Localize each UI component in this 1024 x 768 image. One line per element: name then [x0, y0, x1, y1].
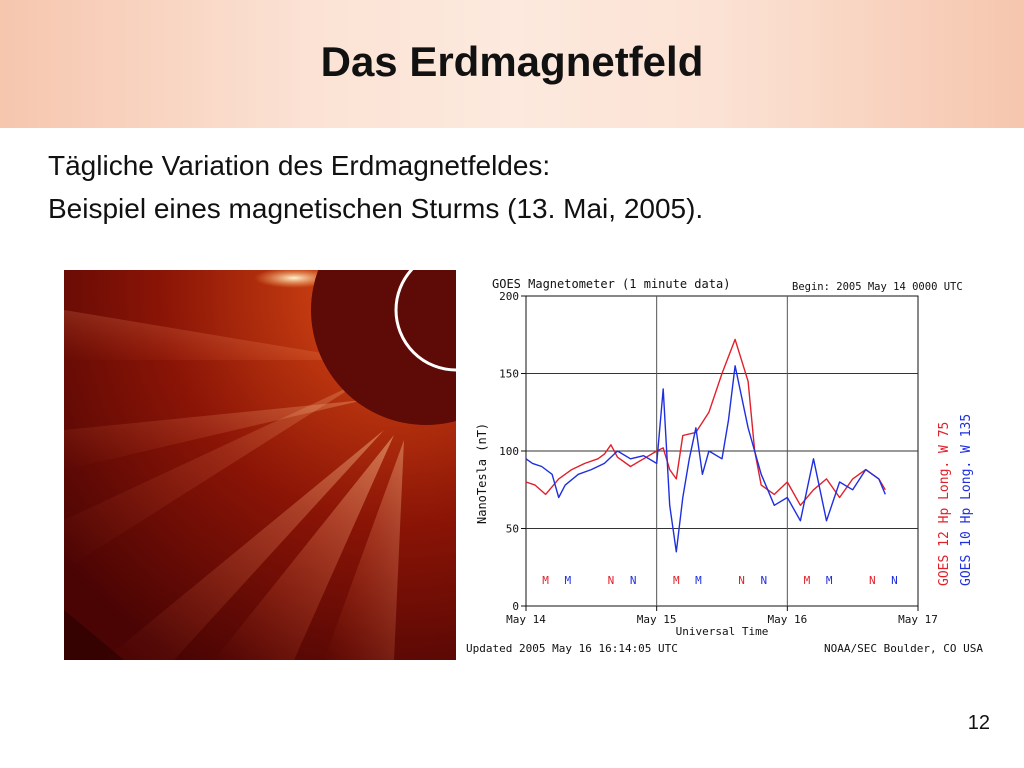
data-series: [525, 338, 886, 553]
legend-entry: GOES 10 Hp Long. W 135: [959, 414, 974, 586]
y-tick-label: 50: [506, 523, 519, 536]
occulting-disk: [311, 270, 456, 425]
time-marker: N: [869, 574, 876, 587]
slide-title: Das Erdmagnetfeld: [320, 38, 704, 85]
y-axis-label: NanoTesla (nT): [475, 423, 489, 524]
legend: GOES 12 Hp Long. W 75 GOES 10 Hp Long. W …: [937, 414, 974, 586]
chart-begin-label: Begin: 2005 May 14 0000 UTC: [792, 281, 963, 293]
y-tick-label: 200: [499, 290, 519, 303]
x-axis-label: Universal Time: [676, 625, 769, 638]
coronagraph-image: [64, 270, 456, 660]
goes-magnetometer-chart: GOES Magnetometer (1 minute data) Begin:…: [456, 262, 996, 662]
source-label: NOAA/SEC Boulder, CO USA: [824, 642, 983, 655]
title-banner: [0, 0, 1024, 128]
series-line: [525, 365, 886, 553]
time-marker: N: [738, 574, 745, 587]
time-marker: N: [608, 574, 615, 587]
legend-entry: GOES 12 Hp Long. W 75: [937, 422, 952, 586]
page-number: 12: [967, 712, 990, 734]
y-tick-label: 150: [499, 368, 519, 381]
bright-limb: [254, 270, 334, 288]
chart-title: GOES Magnetometer (1 minute data): [492, 277, 730, 291]
coronal-rays: [64, 310, 404, 660]
x-tick-label: May 14: [506, 613, 546, 626]
time-marker: M: [565, 574, 572, 587]
x-tick-labels: May 14 May 15 May 16 May 17: [506, 606, 938, 626]
updated-label: Updated 2005 May 16 16:14:05 UTC: [466, 642, 678, 655]
time-marker: N: [630, 574, 637, 587]
x-tick-label: May 16: [767, 613, 807, 626]
time-marker: M: [542, 574, 549, 587]
time-marker: N: [891, 574, 898, 587]
time-marker: M: [673, 574, 680, 587]
subtitle-line-2: Beispiel eines magnetischen Sturms (13. …: [48, 193, 704, 224]
y-tick-label: 0: [512, 600, 519, 613]
subtitle-line-1: Tägliche Variation des Erdmagnetfeldes:: [48, 150, 551, 181]
y-tick-label: 100: [499, 445, 519, 458]
series-line: [525, 338, 886, 507]
x-tick-label: May 15: [637, 613, 677, 626]
sun-position-circle: [394, 270, 456, 372]
y-tick-labels: 0 50 100 150 200: [499, 290, 526, 613]
x-tick-label: May 17: [898, 613, 938, 626]
time-marker: M: [804, 574, 811, 587]
time-marker: N: [761, 574, 768, 587]
time-marker: M: [695, 574, 702, 587]
time-marker: M: [826, 574, 833, 587]
